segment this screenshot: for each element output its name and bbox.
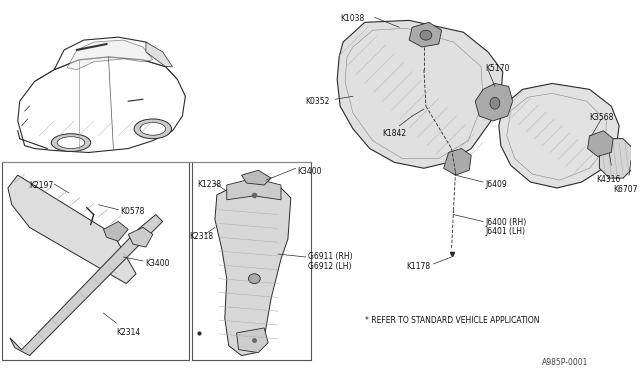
Text: A985P-0001: A985P-0001 [542,357,589,366]
Polygon shape [241,170,271,185]
Ellipse shape [420,30,432,40]
Text: K3400: K3400 [298,167,322,176]
Text: K3568: K3568 [589,113,614,122]
Polygon shape [337,20,503,168]
Ellipse shape [490,97,500,109]
Ellipse shape [57,137,84,148]
Polygon shape [499,83,619,188]
Text: K1038: K1038 [340,15,364,23]
Polygon shape [146,42,173,67]
Text: K1178: K1178 [406,262,430,271]
Bar [2,162,189,359]
Polygon shape [104,221,128,241]
Text: K2314: K2314 [116,328,141,337]
Text: K0352: K0352 [306,97,330,106]
Text: K2197: K2197 [29,181,54,190]
Text: J6401 (LH): J6401 (LH) [485,227,525,237]
Polygon shape [67,40,153,70]
Polygon shape [8,175,136,283]
Ellipse shape [140,122,166,135]
Text: G6912 (LH): G6912 (LH) [308,262,351,271]
Polygon shape [444,148,471,175]
Ellipse shape [248,274,260,283]
Polygon shape [18,57,186,153]
Polygon shape [215,185,291,356]
Text: K1238: K1238 [197,180,221,189]
Polygon shape [600,139,633,178]
Text: K1842: K1842 [383,129,406,138]
Polygon shape [588,131,613,156]
Polygon shape [237,328,268,353]
Text: G6911 (RH): G6911 (RH) [308,252,352,261]
Text: K0578: K0578 [120,207,145,216]
Text: K5170: K5170 [485,64,509,73]
Polygon shape [475,83,513,121]
Text: J6400 (RH): J6400 (RH) [485,218,526,227]
Polygon shape [10,215,163,356]
Text: J6409: J6409 [485,180,507,189]
Polygon shape [128,227,153,247]
Polygon shape [54,37,166,70]
Text: K2318: K2318 [189,232,213,241]
Polygon shape [227,178,281,200]
Ellipse shape [51,134,91,151]
Text: * REFER TO STANDARD VEHICLE APPLICATION: * REFER TO STANDARD VEHICLE APPLICATION [365,316,540,325]
Ellipse shape [134,119,172,139]
Polygon shape [409,22,442,47]
Text: K3400: K3400 [145,259,170,268]
Text: K6707: K6707 [613,185,637,194]
Text: K4316: K4316 [596,175,621,184]
